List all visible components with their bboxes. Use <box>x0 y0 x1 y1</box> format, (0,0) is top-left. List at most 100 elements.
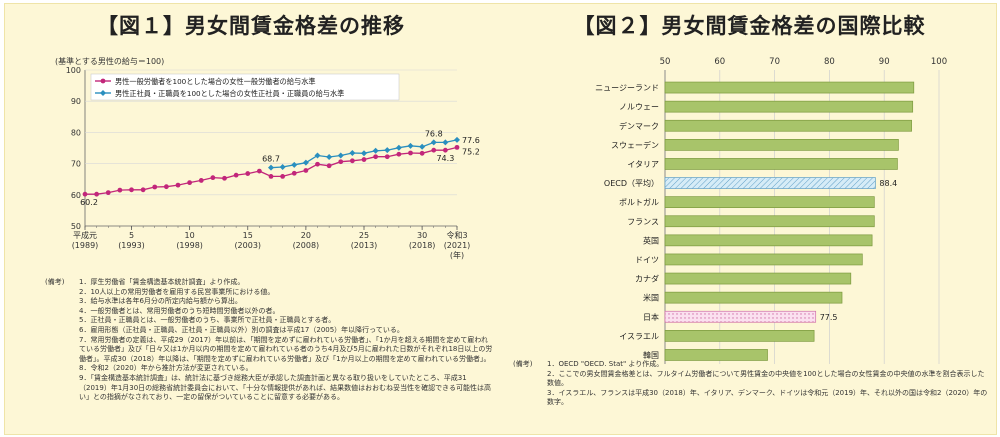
bar <box>664 291 843 304</box>
x-tick-label: 10 <box>185 231 195 240</box>
x-tick-label: 70 <box>769 57 780 67</box>
legend-label-female-regular: 男性正社員・正職員を100とした場合の女性正社員・正職員の給与水準 <box>115 89 344 98</box>
data-point <box>361 157 367 162</box>
data-point <box>373 154 379 160</box>
data-point <box>337 152 344 159</box>
x-tick-sublabel: (1993) <box>118 241 145 250</box>
data-point <box>268 173 274 179</box>
data-point <box>454 136 460 143</box>
data-point <box>372 147 379 154</box>
data-point <box>338 159 344 165</box>
bar <box>664 349 768 361</box>
data-point <box>222 175 227 181</box>
data-point <box>396 151 402 157</box>
bar <box>664 81 915 94</box>
data-point <box>442 147 448 153</box>
chart-title: 【図２】男女間賃金格差の国際比較 <box>573 14 926 38</box>
data-point <box>303 168 309 173</box>
category-label: デンマーク <box>619 121 659 131</box>
x-tick-label: 60 <box>714 57 725 67</box>
note-item: 2．10人以上の常用労働者を雇用する民営事業所における値。 <box>79 287 275 296</box>
data-point <box>291 161 298 168</box>
x-tick-label: 80 <box>824 57 835 67</box>
data-label: 74.3 <box>436 154 454 163</box>
x-tick-label: 50 <box>660 57 671 67</box>
data-point <box>407 142 414 149</box>
data-point <box>233 172 239 178</box>
data-point <box>245 171 251 176</box>
category-label: 英国 <box>643 235 659 245</box>
data-point <box>361 150 367 157</box>
category-label: フランス <box>627 217 659 226</box>
category-label: イスラエル <box>619 332 659 341</box>
category-label: ポルトガル <box>619 197 659 207</box>
note-item: 8．令和2（2020）年から推計方法が変更されている。 <box>79 364 253 373</box>
data-point <box>349 149 356 156</box>
chart-panel-international: 【図２】男女間賃金格差の国際比較 50 60 70 80 90 100 ニュージーランドノ… <box>503 4 996 434</box>
data-point <box>198 178 204 183</box>
bar <box>664 310 817 323</box>
legend-marker-female-general <box>100 78 106 84</box>
note-item: 5．正社員・正職員とは、一般労働者のうち、事業所で正社員・正職員とする者。 <box>79 316 336 325</box>
data-point <box>408 150 413 156</box>
x-tick-sublabel: (2003) <box>234 241 261 250</box>
bar-chart: 50 60 70 80 90 100 ニュージーランドノルウェーデンマークスウェーデンイタ… <box>595 57 947 364</box>
figure-frame: 【図１】男女間賃金格差の推移 (基準とする男性の給与＝100) 50 60 70 80… <box>4 3 997 435</box>
x-unit-label: (年) <box>450 250 464 260</box>
note-item: 2．ここでの男女間賃金格差とは、フルタイム労働者について男性賃金の中央値を100… <box>547 369 985 388</box>
note-item: 9．「賃金構造基本統計調査」は、統計法に基づき総務大臣が承認した調査計画と異なる… <box>79 373 491 402</box>
data-point <box>129 187 134 193</box>
data-point <box>105 190 111 196</box>
data-point <box>163 184 169 190</box>
data-point <box>210 175 216 181</box>
bar <box>664 253 863 266</box>
data-point <box>326 154 333 161</box>
note-item: 1．厚生労働省「賃金構造基本統計調査」より作成。 <box>79 278 245 286</box>
data-point <box>384 154 390 160</box>
chart-panel-trend: 【図１】男女間賃金格差の推移 (基準とする男性の給与＝100) 50 60 70 80… <box>5 4 497 434</box>
notes-label: (備考) <box>45 278 65 286</box>
category-label: 韓国 <box>643 350 659 360</box>
data-point <box>419 143 426 150</box>
category-label: スウェーデン <box>611 140 659 150</box>
data-label: 68.7 <box>262 155 280 164</box>
data-point <box>431 147 437 153</box>
notes-block: (備考) 1．厚生労働省「賃金構造基本統計調査」より作成。 2．10人以上の常用労… <box>45 278 493 403</box>
data-point <box>256 168 262 174</box>
y-tick-label: 90 <box>71 97 81 106</box>
legend-box <box>90 73 400 101</box>
data-point <box>442 139 449 146</box>
bar <box>664 330 815 342</box>
data-point <box>349 158 355 164</box>
data-point <box>419 150 425 156</box>
bar <box>664 100 914 113</box>
unit-note: (基準とする男性の給与＝100) <box>55 56 164 66</box>
bar <box>664 196 875 208</box>
data-point <box>315 161 320 167</box>
data-point <box>82 191 88 197</box>
category-label: 米国 <box>643 293 659 303</box>
data-label: 76.8 <box>425 129 443 138</box>
data-label: 77.6 <box>462 136 480 145</box>
x-tick-label: 100 <box>931 57 947 67</box>
note-item: 3．給与水準は各年6月分の所定内給与額から算出。 <box>79 297 242 306</box>
data-label: 75.2 <box>462 147 480 156</box>
x-tick-sublabel: (2021) <box>444 241 471 250</box>
bar <box>664 272 852 285</box>
data-point <box>94 191 100 197</box>
category-label: カナダ <box>635 274 659 284</box>
y-tick-label: 60 <box>71 191 81 200</box>
data-point <box>430 139 437 146</box>
data-label: 88.4 <box>879 179 897 188</box>
note-item: 7．常用労働者の定義は、平成29（2017）年以前は、「期間を定めずに雇われてい… <box>79 335 493 363</box>
category-label: ドイツ <box>635 255 659 264</box>
bar <box>664 234 873 247</box>
x-tick-sublabel: (1998) <box>176 241 203 250</box>
data-point <box>140 187 146 193</box>
category-label: ノルウェー <box>619 103 659 112</box>
bar <box>664 215 875 228</box>
legend: 男性一般労働者を100とした場合の女性一般労働者の給与水準 男性正社員・正職員を… <box>90 73 400 101</box>
line-chart: (基準とする男性の給与＝100) 50 60 70 80 90 100 平成元(1989) 5… <box>55 56 480 260</box>
data-point <box>291 170 297 176</box>
data-point <box>384 147 391 154</box>
